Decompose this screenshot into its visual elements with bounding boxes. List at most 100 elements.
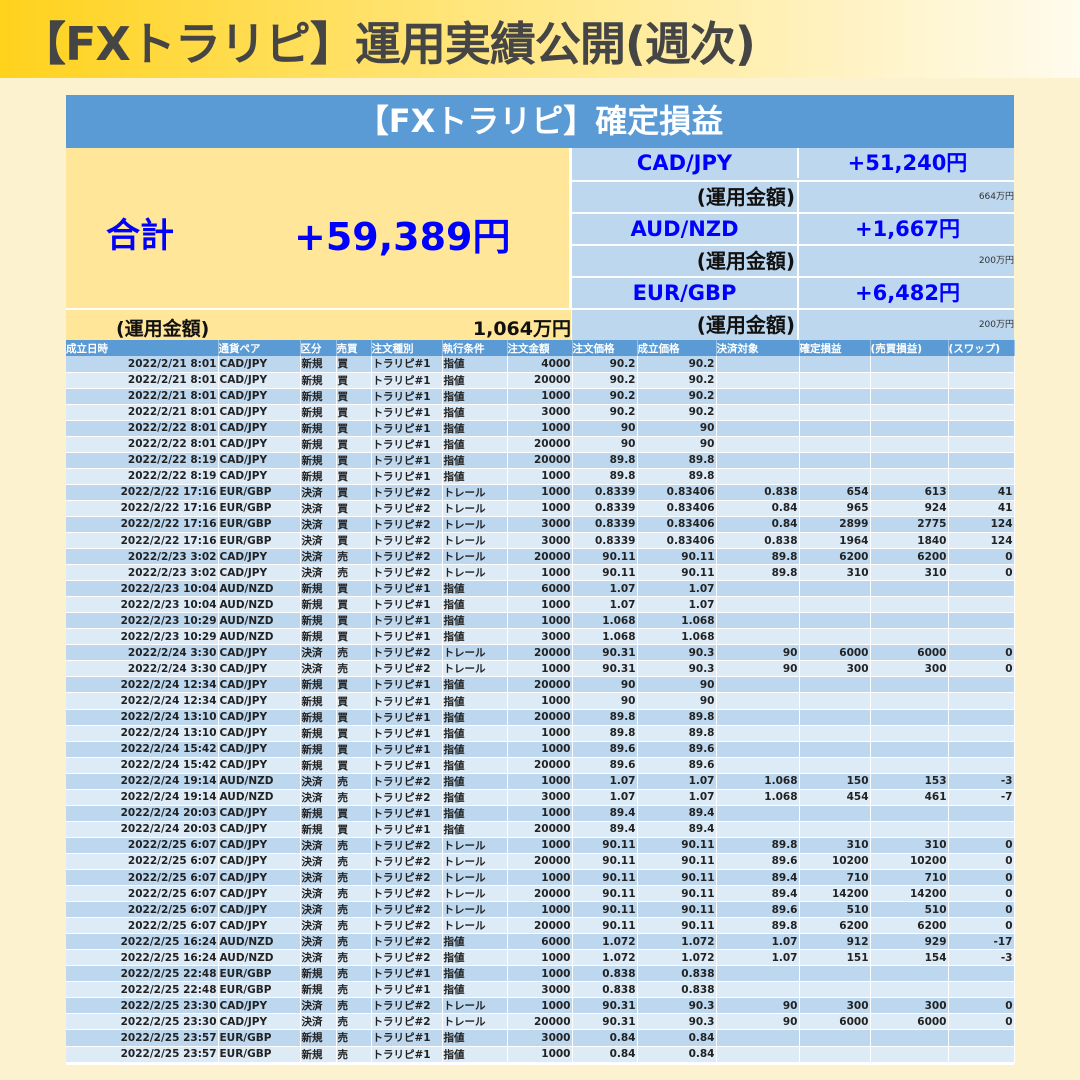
table-cell: 売: [336, 789, 372, 806]
table-cell: 3000: [507, 1029, 573, 1047]
table-row: 2022/2/25 16:24 AUD/NZD 決済売トラリピ#2 指値 1000 1.0…: [66, 949, 1015, 967]
table-cell: [716, 981, 800, 999]
table-cell: 90: [572, 420, 638, 437]
table-cell: [870, 580, 949, 598]
table-cell: 指値: [442, 1029, 508, 1047]
table-cell: [948, 1046, 1015, 1063]
table-cell: トラリピ#2: [371, 500, 443, 517]
table-row: 2022/2/24 15:42 CAD/JPY 新規買トラリピ#1 指値 1000 89.…: [66, 741, 1015, 758]
table-cell: 0.8339: [572, 484, 638, 501]
table-cell: 10200: [799, 853, 871, 871]
table-cell: 924: [870, 500, 949, 517]
table-cell: トラリピ#2: [371, 869, 443, 887]
table-cell: トラリピ#1: [371, 805, 443, 822]
table-cell: 買: [336, 436, 372, 453]
table-cell: 1000: [507, 901, 573, 919]
table-cell: 決済: [300, 532, 337, 550]
table-cell: [799, 628, 871, 646]
table-cell: [716, 452, 800, 469]
table-cell: 決済: [300, 516, 337, 534]
table-cell: 1000: [507, 741, 573, 758]
table-cell: 89.8: [572, 452, 638, 469]
table-cell: [799, 692, 871, 710]
table-cell: 指値: [442, 757, 508, 774]
table-cell: 指値: [442, 773, 508, 790]
table-cell: トラリピ#2: [371, 773, 443, 790]
table-cell: [948, 468, 1015, 485]
table-row: 2022/2/24 3:30 CAD/JPY 決済売トラリピ#2 トレール 20000 9…: [66, 644, 1015, 662]
table-cell: トラリピ#1: [371, 436, 443, 453]
table-cell: 売: [336, 997, 372, 1015]
table-cell: 1.068: [716, 773, 800, 790]
table-row: 2022/2/21 8:01 CAD/JPY 新規買トラリピ#1 指値 3000 90.2…: [66, 404, 1015, 421]
table-cell: 90: [637, 420, 717, 437]
table-cell: 90.11: [637, 885, 717, 903]
table-cell: 1.072: [637, 949, 717, 967]
table-cell: トラリピ#2: [371, 564, 443, 582]
table-cell: 929: [870, 933, 949, 951]
table-cell: 指値: [442, 805, 508, 822]
table-cell: トラリピ#2: [371, 660, 443, 678]
table-cell: 41: [948, 484, 1015, 501]
table-cell: 買: [336, 821, 372, 838]
table-cell: 1.07: [637, 773, 717, 790]
table-cell: AUD/NZD: [218, 596, 301, 614]
table-cell: [948, 965, 1015, 983]
table-cell: 2022/2/21 8:01: [66, 404, 219, 421]
table-cell: 新規: [300, 612, 337, 630]
table-cell: 154: [870, 949, 949, 967]
results-sheet: 【FXトラリピ】確定損益 合計 +59,389円 (運用金額) 1,064万円 …: [66, 95, 1015, 1065]
table-cell: 2022/2/24 3:30: [66, 644, 219, 662]
table-cell: 決済: [300, 853, 337, 871]
pair-name: AUD/NZD: [572, 214, 799, 244]
table-cell: 指値: [442, 596, 508, 614]
table-cell: [870, 388, 949, 405]
table-cell: 1000: [507, 773, 573, 790]
table-cell: 新規: [300, 452, 337, 469]
table-cell: 0.838: [572, 965, 638, 983]
table-cell: EUR/GBP: [218, 532, 301, 550]
table-cell: 90: [716, 644, 800, 662]
table-cell: [948, 372, 1015, 389]
table-cell: 1.068: [572, 612, 638, 630]
table-cell: -3: [948, 773, 1015, 790]
table-cell: 1.07: [572, 773, 638, 790]
table-cell: 1000: [507, 949, 573, 967]
table-cell: CAD/JPY: [218, 901, 301, 919]
table-cell: 1.068: [637, 612, 717, 630]
table-cell: 20000: [507, 452, 573, 469]
table-cell: CAD/JPY: [218, 404, 301, 421]
table-row: 2022/2/21 8:01 CAD/JPY 新規買トラリピ#1 指値 4000 90.2…: [66, 356, 1015, 373]
table-row: 2022/2/22 8:01 CAD/JPY 新規買トラリピ#1 指値 20000 90 9…: [66, 436, 1015, 453]
table-cell: 指値: [442, 612, 508, 630]
table-cell: [870, 404, 949, 421]
table-cell: 20000: [507, 372, 573, 389]
pair-fund-value: 200万円: [978, 256, 1014, 266]
table-cell: [948, 404, 1015, 421]
table-cell: [716, 1029, 800, 1047]
table-cell: 1.07: [716, 949, 800, 967]
table-cell: [799, 372, 871, 389]
table-cell: トラリピ#1: [371, 757, 443, 774]
table-cell: 90.11: [572, 869, 638, 887]
table-cell: 2022/2/24 12:34: [66, 676, 219, 694]
table-cell: 2899: [799, 516, 871, 534]
table-row: 2022/2/21 8:01 CAD/JPY 新規買トラリピ#1 指値 1000 90.2…: [66, 388, 1015, 405]
table-cell: 3000: [507, 516, 573, 534]
table-cell: 2022/2/21 8:01: [66, 356, 219, 373]
table-cell: 2022/2/25 16:24: [66, 933, 219, 951]
table-cell: トラリピ#1: [371, 612, 443, 630]
table-cell: [799, 580, 871, 598]
trade-table: 成立日時 通貨ペア 区分 売買 注文種別 執行条件 注文金額 注文価格 成立価格 決済対象 確定損益…: [66, 340, 1015, 1063]
table-cell: CAD/JPY: [218, 420, 301, 437]
table-cell: 90.11: [572, 885, 638, 903]
table-cell: トラリピ#1: [371, 596, 443, 614]
table-cell: 3000: [507, 628, 573, 646]
table-cell: 指値: [442, 725, 508, 742]
table-cell: 710: [799, 869, 871, 887]
table-cell: 0: [948, 917, 1015, 935]
table-cell: 指値: [442, 420, 508, 437]
table-cell: 90.11: [637, 869, 717, 887]
table-cell: 買: [336, 725, 372, 742]
table-cell: 新規: [300, 580, 337, 598]
